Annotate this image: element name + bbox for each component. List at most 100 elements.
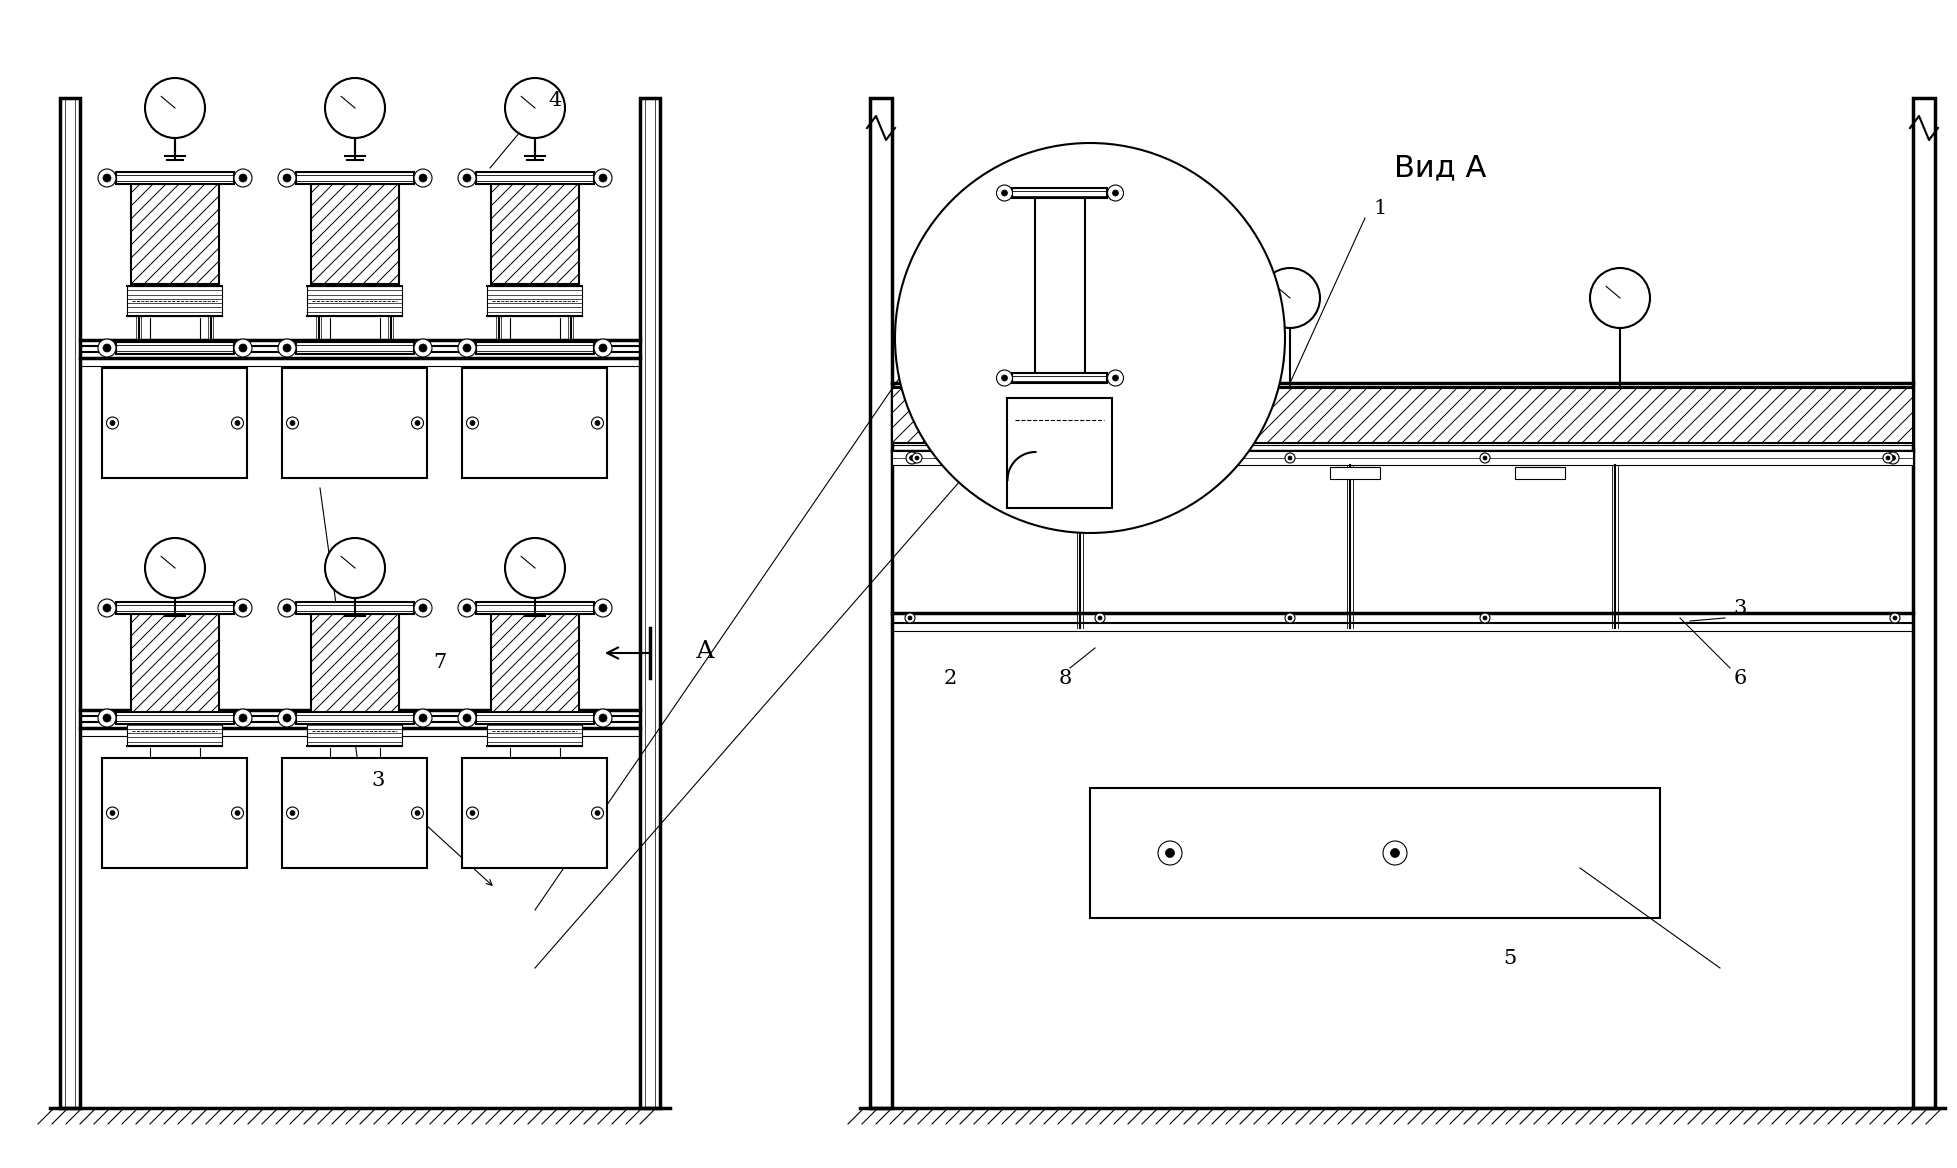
- Bar: [1912, 98, 1934, 1108]
- Bar: [115, 712, 235, 724]
- Circle shape: [231, 807, 243, 819]
- Bar: [131, 614, 219, 714]
- Circle shape: [98, 339, 115, 357]
- Circle shape: [996, 185, 1012, 201]
- Circle shape: [231, 417, 243, 429]
- Bar: [296, 602, 413, 614]
- Circle shape: [235, 709, 252, 726]
- Bar: [1515, 467, 1564, 479]
- Bar: [1090, 788, 1660, 918]
- Bar: [296, 172, 413, 185]
- Circle shape: [278, 339, 296, 357]
- Circle shape: [1481, 616, 1485, 620]
- Circle shape: [1288, 616, 1292, 620]
- Circle shape: [599, 604, 607, 612]
- Circle shape: [278, 599, 296, 617]
- Text: 3: 3: [1732, 598, 1746, 618]
- Circle shape: [284, 714, 292, 722]
- Circle shape: [1112, 375, 1117, 381]
- Bar: [487, 716, 581, 746]
- Circle shape: [284, 604, 292, 612]
- Circle shape: [1284, 613, 1294, 623]
- Bar: [1008, 398, 1112, 508]
- Circle shape: [415, 811, 421, 815]
- Circle shape: [413, 599, 432, 617]
- Bar: [127, 716, 223, 746]
- Bar: [307, 286, 403, 317]
- Circle shape: [239, 174, 247, 182]
- Circle shape: [1164, 848, 1174, 857]
- Circle shape: [912, 453, 922, 463]
- Circle shape: [104, 174, 112, 182]
- Circle shape: [235, 339, 252, 357]
- Circle shape: [98, 709, 115, 726]
- Text: 2: 2: [943, 668, 957, 688]
- Bar: [462, 758, 607, 868]
- Circle shape: [1260, 267, 1319, 328]
- Circle shape: [908, 616, 912, 620]
- Circle shape: [595, 420, 599, 425]
- Circle shape: [462, 714, 472, 722]
- Text: 8: 8: [1059, 668, 1070, 688]
- Circle shape: [284, 174, 292, 182]
- Circle shape: [278, 169, 296, 187]
- Circle shape: [278, 709, 296, 726]
- Circle shape: [458, 169, 476, 187]
- Circle shape: [239, 714, 247, 722]
- Bar: [131, 185, 219, 284]
- Circle shape: [466, 807, 478, 819]
- Circle shape: [411, 417, 423, 429]
- Circle shape: [505, 538, 566, 598]
- Bar: [491, 185, 579, 284]
- Circle shape: [145, 78, 205, 138]
- Bar: [282, 368, 427, 478]
- Circle shape: [419, 714, 427, 722]
- Circle shape: [235, 420, 241, 425]
- Bar: [102, 758, 247, 868]
- Circle shape: [599, 714, 607, 722]
- Text: 4: 4: [548, 90, 562, 110]
- Circle shape: [593, 599, 613, 617]
- Circle shape: [914, 456, 918, 460]
- Text: 6: 6: [1732, 668, 1746, 688]
- Circle shape: [458, 599, 476, 617]
- Circle shape: [1098, 616, 1102, 620]
- Circle shape: [415, 420, 421, 425]
- Circle shape: [1000, 190, 1008, 196]
- Bar: [61, 98, 80, 1108]
- Circle shape: [239, 345, 247, 352]
- Circle shape: [1157, 841, 1182, 865]
- Circle shape: [1108, 370, 1123, 385]
- Circle shape: [413, 339, 432, 357]
- Bar: [476, 172, 593, 185]
- Bar: [476, 712, 593, 724]
- Bar: [1145, 467, 1194, 479]
- Circle shape: [1479, 613, 1489, 623]
- Circle shape: [458, 339, 476, 357]
- Circle shape: [325, 538, 386, 598]
- Circle shape: [1892, 616, 1896, 620]
- Circle shape: [591, 417, 603, 429]
- Bar: [307, 716, 403, 746]
- Circle shape: [1589, 267, 1650, 328]
- Text: 3: 3: [372, 772, 384, 791]
- Circle shape: [1112, 190, 1117, 196]
- Bar: [296, 712, 413, 724]
- Bar: [462, 368, 607, 478]
- Circle shape: [419, 604, 427, 612]
- Circle shape: [996, 370, 1012, 385]
- Circle shape: [462, 604, 472, 612]
- Circle shape: [990, 267, 1049, 328]
- Circle shape: [235, 169, 252, 187]
- Circle shape: [1479, 453, 1489, 463]
- Circle shape: [1284, 453, 1294, 463]
- Circle shape: [1288, 456, 1292, 460]
- Circle shape: [1481, 456, 1485, 460]
- Circle shape: [466, 417, 478, 429]
- Circle shape: [104, 714, 112, 722]
- Circle shape: [1094, 453, 1104, 463]
- Circle shape: [599, 345, 607, 352]
- Bar: [311, 614, 399, 714]
- Circle shape: [904, 613, 914, 623]
- Bar: [311, 185, 399, 284]
